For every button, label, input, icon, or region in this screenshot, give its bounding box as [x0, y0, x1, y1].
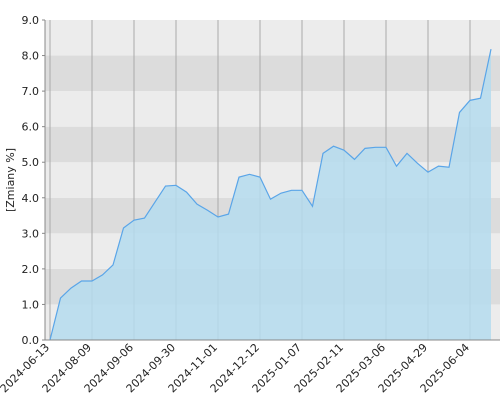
- y-axis-label: [Zmiany %]: [4, 148, 17, 212]
- area: [50, 49, 491, 341]
- y-tick-label: 2.0: [22, 263, 40, 276]
- y-tick-label: 0.0: [22, 334, 40, 347]
- y-tick-label: 1.0: [22, 298, 40, 311]
- band: [45, 91, 500, 127]
- y-tick-label: 8.0: [22, 50, 40, 63]
- band: [45, 55, 500, 92]
- y-tick-label: 7.0: [22, 85, 40, 98]
- y-tick-label: 5.0: [22, 156, 40, 169]
- y-tick-label: 4.0: [22, 192, 40, 205]
- band: [45, 126, 500, 163]
- band: [45, 20, 500, 56]
- y-tick-label: 3.0: [22, 227, 40, 240]
- y-tick-label: 6.0: [22, 121, 40, 134]
- line: [49, 49, 492, 341]
- y-tick-label: 9.0: [22, 14, 40, 27]
